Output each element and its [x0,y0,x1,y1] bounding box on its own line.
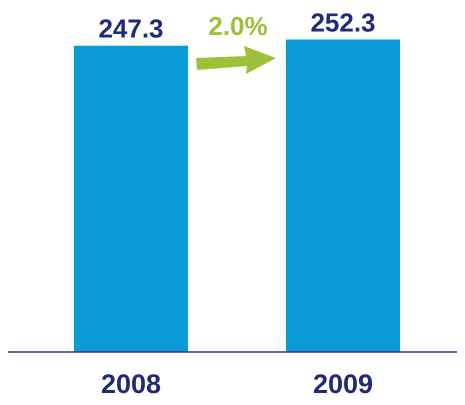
bars-layer [74,39,400,353]
category-labels-layer: 2008 2009 [101,369,373,399]
growth-annotation: 2.0% [196,11,276,74]
growth-annotation-label: 2.0% [208,11,267,41]
category-label-2008: 2008 [101,369,161,399]
value-labels-layer: 247.3 252.3 [98,8,375,44]
category-label-2009: 2009 [313,369,373,399]
value-label-2009: 252.3 [310,8,375,38]
bar-2009 [286,39,400,352]
growth-arrow-icon [196,46,276,74]
value-label-2008: 247.3 [98,14,163,44]
bar-2008 [74,45,188,353]
